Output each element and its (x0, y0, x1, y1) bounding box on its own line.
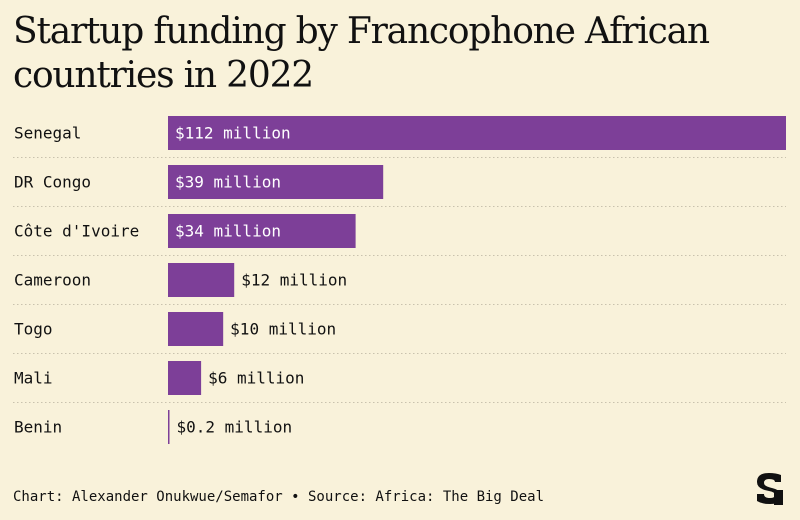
category-label: Côte d'Ivoire (14, 222, 139, 241)
bar (168, 116, 786, 150)
bar (168, 312, 224, 346)
category-label: Senegal (14, 124, 81, 143)
bar (168, 361, 202, 395)
category-label: Cameroon (14, 271, 91, 290)
bar (168, 214, 356, 248)
value-label: $6 million (208, 369, 304, 388)
semafor-logo-icon (757, 473, 783, 505)
bar (168, 410, 170, 444)
value-label: $12 million (241, 271, 347, 290)
value-label: $112 million (175, 124, 291, 143)
value-label: $39 million (175, 173, 281, 192)
bar (168, 263, 235, 297)
category-label: Benin (14, 418, 62, 437)
bar-chart: Senegal $112 million DR Congo $39 million Cô… (13, 116, 786, 444)
footer-credit: Chart: Alexander Onukwue/Semafor • Sourc… (13, 489, 545, 505)
bar (168, 165, 384, 199)
value-label: $34 million (175, 222, 281, 241)
category-label: DR Congo (14, 173, 91, 192)
category-label: Mali (14, 369, 53, 388)
category-label: Togo (14, 320, 53, 339)
chart-title: Startup funding by Francophone African c… (13, 11, 710, 96)
value-label: $10 million (230, 320, 336, 339)
value-label: $0.2 million (177, 418, 293, 437)
